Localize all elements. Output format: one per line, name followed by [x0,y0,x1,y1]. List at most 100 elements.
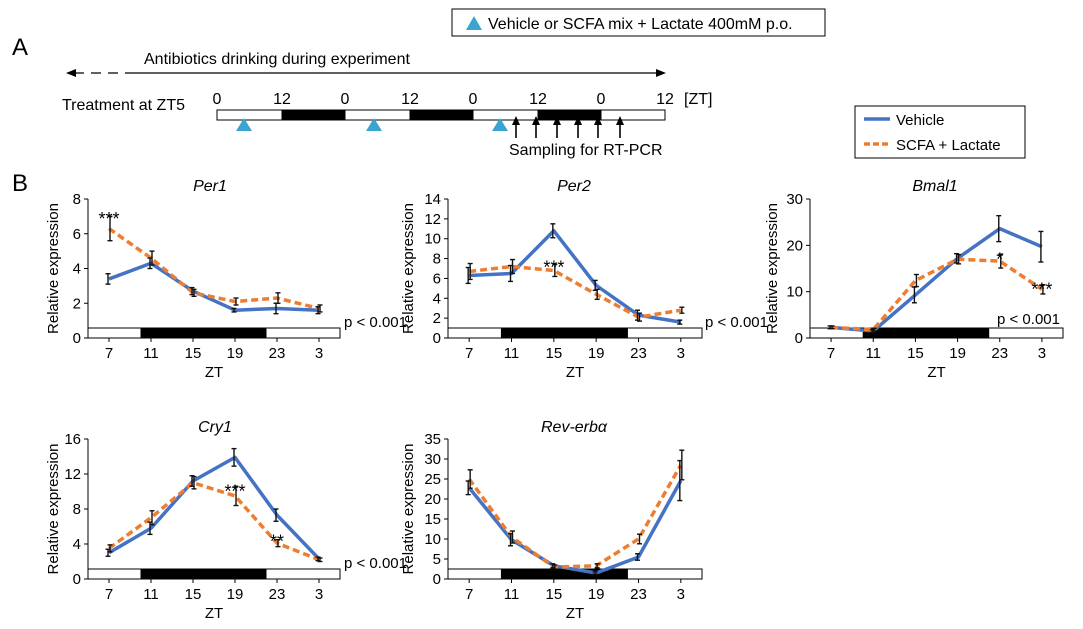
y-tick-label: 0 [73,571,81,588]
zt-tick-labels: 0 12 0 12 0 12 0 12 [213,91,674,108]
y-tick-label: 30 [424,451,441,468]
y-axis-label: Relative expression [400,444,417,575]
error-bar [550,223,556,239]
chart-2: Per2 0 2 4 6 8 10 12 14 Relative expression 7 11 15 1… [400,178,768,381]
x-tick-label: 3 [315,586,323,603]
x-tick-label: 15 [907,345,924,362]
error-bar [105,273,111,285]
dark-period-bar [537,109,602,121]
error-bar [996,214,1002,243]
dark-period-bar [862,328,990,338]
y-tick-label: 0 [433,571,441,588]
y-tick-label: 4 [73,261,81,278]
y-tick-label: 4 [73,536,81,553]
p-value-label: p < 0.001 [344,555,407,572]
sampling-arrowhead [512,116,520,125]
error-bar [107,215,113,242]
sampling-arrowhead [594,116,602,125]
sampling-arrowhead [574,116,582,125]
chart-3: Bmal1 0 10 20 30 Relative expression 7 11 15 19 23… [764,178,1064,381]
error-bar [233,485,239,507]
dark-period-bar [500,328,628,338]
y-tick-label: 8 [433,251,441,268]
x-tick-label: 3 [315,345,323,362]
gavage-triangle-icon [236,118,252,131]
dark-period-bar [500,569,628,579]
x-tick-label: 15 [185,345,202,362]
y-tick-label: 2 [433,310,441,327]
x-axis-label: ZT [566,605,584,622]
x-tick-label: 11 [865,345,881,362]
light-dark-timeline [216,109,666,121]
dark-period-bar [140,569,267,579]
treatment-box-triangle-icon [466,16,482,30]
error-bar [275,538,281,548]
antibiotics-label: Antibiotics drinking during experiment [144,51,410,68]
x-tick-label: 23 [630,345,647,362]
error-bar [107,544,113,553]
error-bar [1040,284,1046,295]
y-tick-label: 0 [795,330,803,347]
x-axis-label: ZT [927,364,945,381]
series-line-vehicle [467,479,683,575]
x-tick-label: 3 [1038,345,1046,362]
gavage-markers [236,118,508,131]
dark-period-bar [281,109,346,121]
panel-b-letter: B [12,170,28,197]
error-bar [956,253,962,265]
error-bar [552,564,558,570]
zt-tick-label: 0 [213,91,222,108]
x-tick-label: 15 [545,345,562,362]
y-tick-label: 10 [786,284,803,301]
sampling-arrows [512,116,624,138]
y-axis-label: Relative expression [764,203,781,334]
zt-tick-label: 0 [341,91,350,108]
error-bar [637,312,642,322]
x-tick-label: 23 [269,586,286,603]
y-tick-label: 20 [424,491,441,508]
x-axis-label: ZT [566,364,584,381]
light-period-bar [216,109,283,121]
chart-5: Rev-erbα 0 5 10 15 20 25 30 35 Relative expressio… [400,419,703,622]
error-bar [998,253,1004,269]
legend-scfa-label: SCFA + Lactate [896,137,1001,154]
significance-marker: *** [1031,279,1052,299]
p-value-label: p < 0.001 [344,314,407,331]
zt-tick-label: 12 [273,91,291,108]
error-bar [467,262,473,281]
dark-period-bar [409,109,474,121]
significance-marker: *** [224,481,245,501]
error-bar [594,563,600,569]
y-tick-label: 2 [73,295,81,312]
x-tick-label: 7 [465,586,473,603]
x-axis-label: ZT [205,364,223,381]
x-tick-label: 7 [105,345,113,362]
x-tick-label: 11 [504,586,520,603]
error-bar [594,288,600,300]
treatment-box-label: Vehicle or SCFA mix + Lactate 400mM p.o. [488,16,793,33]
chart-1: Per1 0 2 4 6 8 Relative expression 7 11 15 19 23 3 ZT… [45,178,407,381]
error-bar [233,297,239,306]
x-tick-label: 15 [185,586,202,603]
gavage-triangle-icon [366,118,382,131]
legend: Vehicle SCFA + Lactate [854,105,1026,159]
error-bar [677,319,683,325]
y-tick-label: 25 [424,471,441,488]
series-line-scfa-lactate [468,264,682,319]
error-bar [191,475,197,490]
y-tick-label: 20 [786,237,803,254]
zt-tick-label: 12 [656,91,674,108]
light-period-bar [600,109,666,121]
y-tick-label: 12 [64,466,81,483]
error-bar [679,449,685,481]
zt-tick-label: 0 [597,91,606,108]
series-line-scfa-lactate [467,464,683,569]
y-tick-label: 10 [424,231,441,248]
error-bar [149,510,155,526]
p-value-label: p < 0.001 [997,311,1060,328]
sampling-arrowhead [553,116,561,125]
x-tick-label: 7 [465,345,473,362]
error-bar [191,288,197,297]
x-tick-label: 23 [630,586,647,603]
